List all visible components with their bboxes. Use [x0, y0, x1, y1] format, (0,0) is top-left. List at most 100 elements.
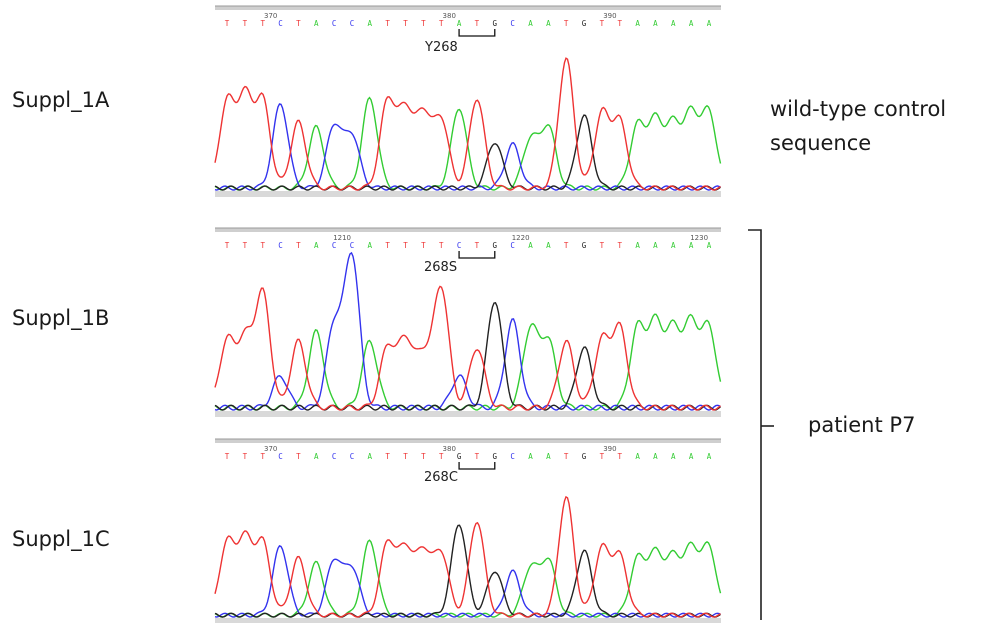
base-call-1b-3: C: [278, 241, 283, 250]
ruler-number-1b-1: 1220: [512, 234, 530, 242]
base-call-1a-21: T: [600, 19, 605, 28]
ruler-bar-1c: [215, 439, 721, 443]
base-call-1c-2: T: [260, 452, 265, 461]
base-call-1a-3: C: [278, 19, 283, 28]
base-call-1b-15: G: [493, 241, 498, 250]
base-call-1c-16: C: [510, 452, 515, 461]
ruler-number-1c-1: 380: [443, 445, 456, 453]
base-call-1b-7: C: [350, 241, 355, 250]
panel-label-1a: Suppl_1A: [12, 88, 110, 112]
base-call-1c-9: T: [385, 452, 390, 461]
ruler-number-1a-1: 380: [443, 12, 456, 20]
base-call-1c-21: T: [600, 452, 605, 461]
base-call-1a-11: T: [421, 19, 426, 28]
mutation-bracket-1a: [458, 29, 496, 37]
base-call-1a-13: A: [457, 19, 462, 28]
base-call-1b-24: A: [653, 241, 658, 250]
base-call-1c-17: A: [528, 452, 533, 461]
base-call-1b-19: T: [564, 241, 569, 250]
base-call-1c-24: A: [653, 452, 658, 461]
base-call-1b-27: A: [707, 241, 712, 250]
base-call-1c-4: T: [296, 452, 301, 461]
chromatogram-panel-1b: 1210 1220 1230 T T T C T A C C A T T T T C T G C A A T G T T A A A A A…: [214, 222, 722, 417]
base-call-1c-3: C: [278, 452, 283, 461]
trace-T-1a: [214, 57, 721, 191]
base-call-1a-27: A: [707, 19, 712, 28]
trace-baseline-1a: [215, 191, 721, 197]
base-call-1c-23: A: [635, 452, 640, 461]
mutation-label-1c: 268C: [424, 470, 458, 485]
base-call-1a-7: C: [350, 19, 355, 28]
base-call-1b-10: T: [403, 241, 408, 250]
base-call-1a-16: C: [510, 19, 515, 28]
base-call-1b-4: T: [296, 241, 301, 250]
base-call-1c-26: A: [689, 452, 694, 461]
annotation-wild-type: wild-type control sequence: [770, 92, 946, 160]
base-call-1b-20: G: [582, 241, 587, 250]
base-call-1b-5: A: [314, 241, 319, 250]
base-call-1c-13: G: [457, 452, 462, 461]
annotation-patient: patient P7: [808, 413, 916, 437]
base-call-1a-23: A: [635, 19, 640, 28]
base-call-1a-5: A: [314, 19, 319, 28]
base-call-1b-22: T: [617, 241, 622, 250]
base-call-1b-18: A: [546, 241, 551, 250]
base-call-1b-26: A: [689, 241, 694, 250]
base-call-1a-17: A: [528, 19, 533, 28]
annotation-wild-type-line2: sequence: [770, 131, 872, 155]
base-call-1c-0: T: [225, 452, 230, 461]
base-call-1a-25: A: [671, 19, 676, 28]
trace-G-1b: [214, 302, 721, 411]
ruler-number-1a-2: 390: [603, 12, 616, 20]
base-call-1b-11: T: [421, 241, 426, 250]
chromatogram-1b: 1210 1220 1230 T T T C T A C C A T T T T C T G C A A T G T T A A A A A: [214, 227, 722, 417]
base-call-1a-22: T: [617, 19, 622, 28]
base-call-1b-6: C: [332, 241, 337, 250]
base-call-1a-2: T: [260, 19, 265, 28]
trace-baseline-1c: [215, 618, 721, 623]
base-call-1c-8: A: [368, 452, 373, 461]
base-call-1b-9: T: [385, 241, 390, 250]
base-call-1a-15: G: [493, 19, 498, 28]
base-call-1c-15: G: [493, 452, 498, 461]
base-call-1c-27: A: [707, 452, 712, 461]
base-call-1a-0: T: [225, 19, 230, 28]
annotation-wild-type-line1: wild-type control: [770, 97, 947, 121]
base-call-1a-24: A: [653, 19, 658, 28]
base-call-1a-14: T: [475, 19, 480, 28]
base-call-1a-26: A: [689, 19, 694, 28]
trace-C-1b: [214, 251, 721, 411]
ruler-number-1b-0: 1210: [333, 234, 351, 242]
base-call-1a-9: T: [385, 19, 390, 28]
ruler-number-1a-0: 370: [264, 12, 277, 20]
base-call-1c-12: T: [439, 452, 444, 461]
base-call-1b-13: C: [457, 241, 462, 250]
base-call-1c-25: A: [671, 452, 676, 461]
base-call-1b-21: T: [600, 241, 605, 250]
base-call-1b-17: A: [528, 241, 533, 250]
base-call-1a-10: T: [403, 19, 408, 28]
trace-A-1b: [214, 313, 722, 411]
base-call-1c-6: C: [332, 452, 337, 461]
base-call-1c-14: T: [475, 452, 480, 461]
patient-bracket: [748, 229, 774, 620]
base-call-1c-1: T: [243, 452, 248, 461]
base-call-1b-12: T: [439, 241, 444, 250]
base-call-1b-8: A: [368, 241, 373, 250]
chromatogram-panel-1c: 370 380 390 T T T C T A C C A T T T T G T G C A A T G T T A A A A A 26…: [214, 433, 722, 623]
ruler-number-1c-2: 390: [603, 445, 616, 453]
base-call-1c-22: T: [617, 452, 622, 461]
base-call-1a-18: A: [546, 19, 551, 28]
base-call-1b-2: T: [260, 241, 265, 250]
base-call-1a-8: A: [368, 19, 373, 28]
base-call-1c-5: A: [314, 452, 319, 461]
mutation-label-1b: 268S: [424, 260, 458, 275]
panel-label-1c: Suppl_1C: [12, 527, 110, 551]
base-call-1a-20: G: [582, 19, 587, 28]
base-call-1a-12: T: [439, 19, 444, 28]
base-call-1c-19: T: [564, 452, 569, 461]
base-call-1c-10: T: [403, 452, 408, 461]
base-call-1c-18: A: [546, 452, 551, 461]
